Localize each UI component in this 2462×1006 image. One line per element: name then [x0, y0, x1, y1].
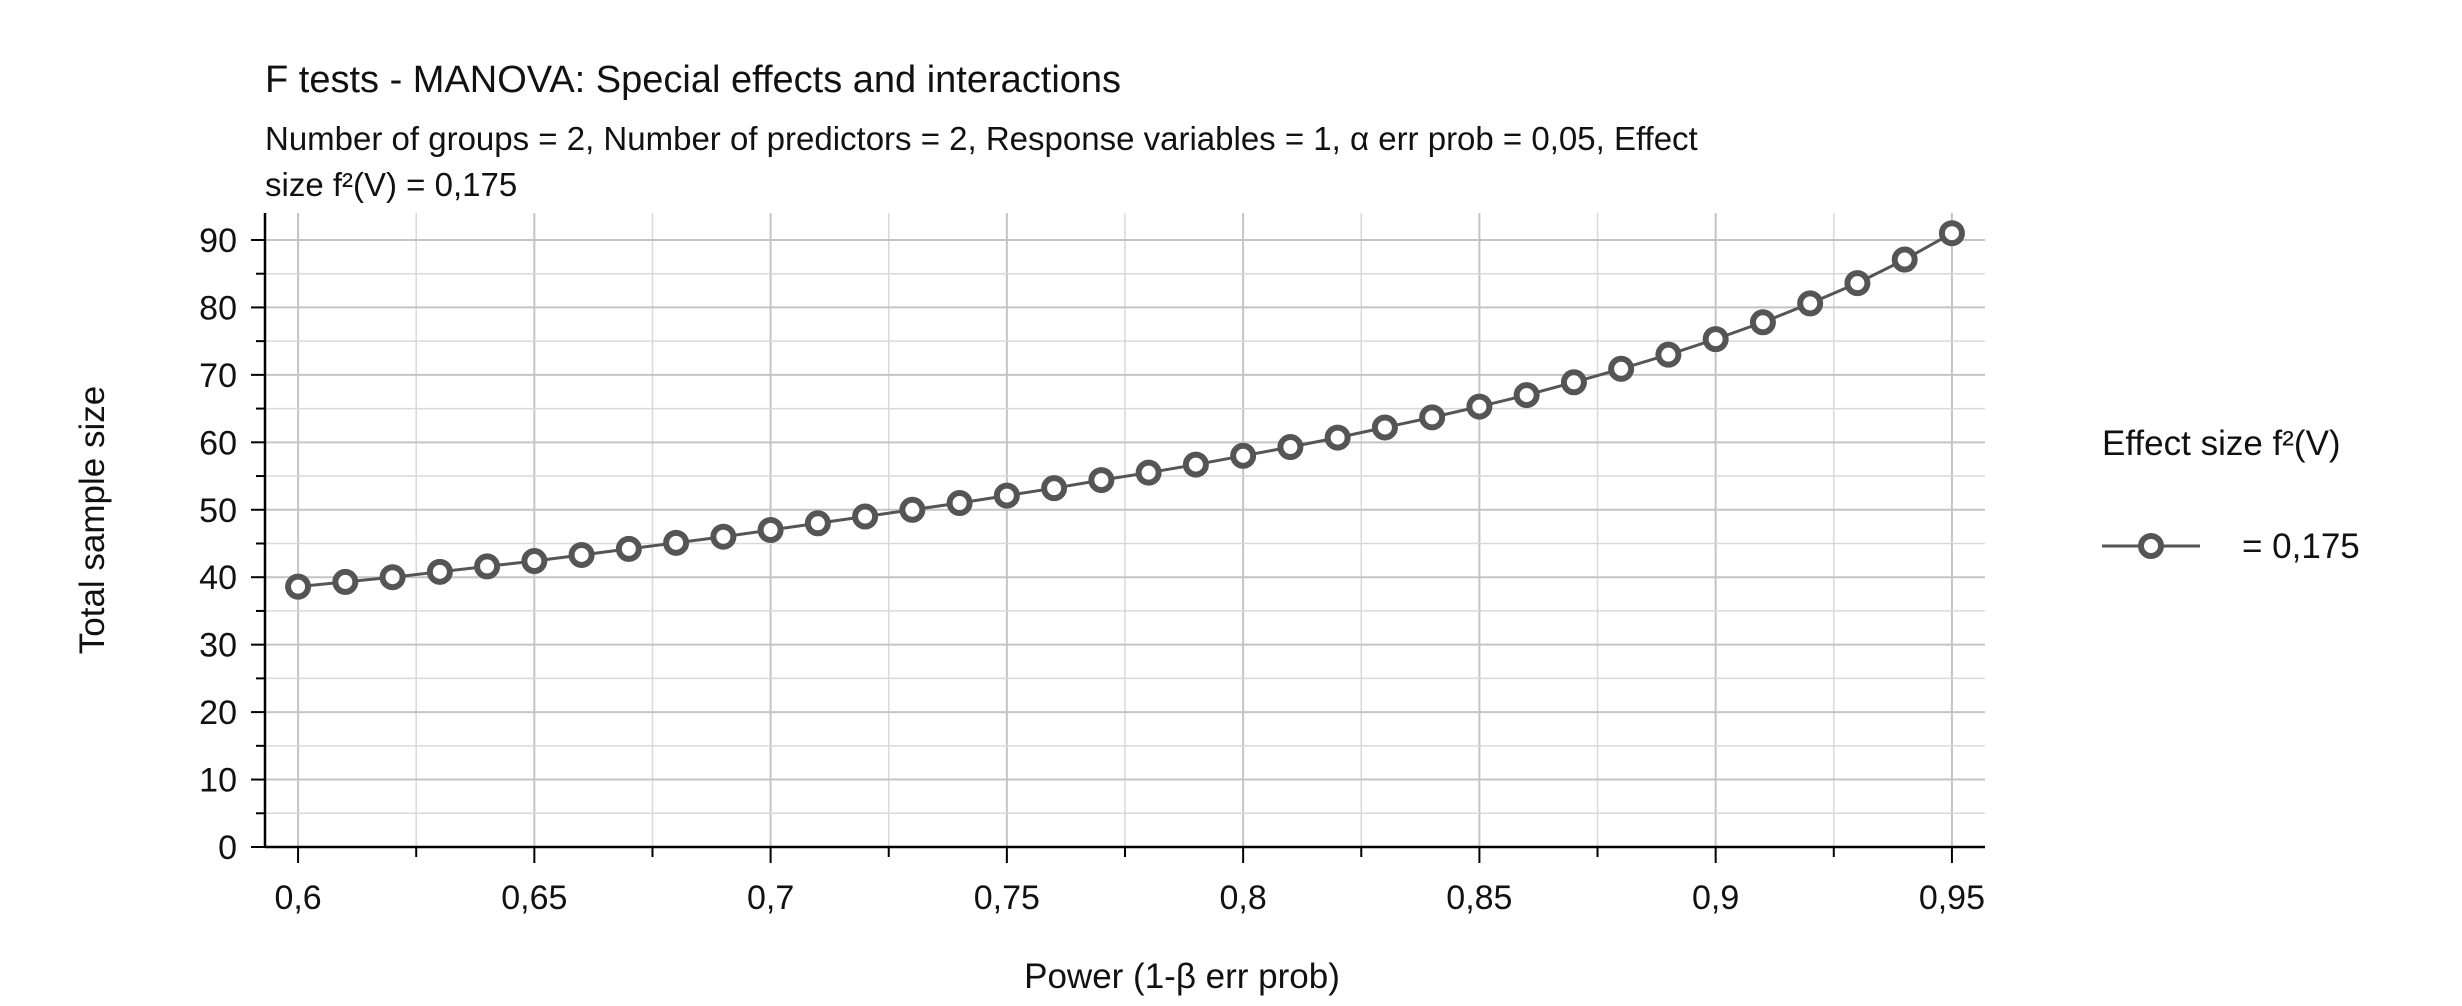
data-point — [379, 564, 406, 591]
y-tick-label: 80 — [199, 289, 237, 327]
axes — [251, 213, 1985, 863]
data-point — [332, 568, 359, 595]
y-tick-label: 10 — [199, 762, 237, 800]
x-tick-label: 0,6 — [274, 879, 321, 917]
x-tick-label: 0,7 — [747, 879, 794, 917]
chart-title: F tests - MANOVA: Special effects and in… — [265, 59, 1121, 101]
y-tick-label: 30 — [199, 627, 237, 665]
legend: Effect size f²(V) = 0,175 — [2102, 424, 2360, 566]
x-tick-labels: 0,6 0,65 0,7 0,75 0,8 0,85 0,9 0,95 — [274, 879, 1985, 917]
y-tick-label: 90 — [199, 222, 237, 260]
y-tick-label: 50 — [199, 492, 237, 530]
data-point — [1230, 442, 1257, 469]
data-point — [1182, 451, 1209, 478]
data-point — [993, 482, 1020, 509]
x-tick-label: 0,75 — [974, 879, 1040, 917]
x-axis-label: Power (1-β err prob) — [1024, 957, 1340, 996]
y-tick-label: 20 — [199, 694, 237, 732]
data-point — [1938, 220, 1965, 247]
x-tick-label: 0,8 — [1219, 879, 1266, 917]
data-point — [1419, 404, 1446, 431]
series-layer — [285, 220, 1965, 600]
data-point — [521, 548, 548, 575]
data-point — [1371, 414, 1398, 441]
data-point — [568, 541, 595, 568]
data-point — [946, 490, 973, 517]
y-tick-label: 70 — [199, 357, 237, 395]
y-tick-label: 40 — [199, 559, 237, 597]
data-point — [1466, 393, 1493, 420]
data-point — [1513, 382, 1540, 409]
x-tick-label: 0,95 — [1919, 879, 1985, 917]
data-point — [1702, 326, 1729, 353]
legend-label: = 0,175 — [2242, 527, 2360, 566]
data-point — [1324, 424, 1351, 451]
chart-subtitle-line-1: Number of groups = 2, Number of predicto… — [265, 120, 1698, 157]
data-point — [1749, 309, 1776, 336]
data-point — [1797, 290, 1824, 317]
legend-title: Effect size f²(V) — [2102, 424, 2341, 463]
data-point — [1655, 341, 1682, 368]
legend-marker — [2138, 533, 2164, 559]
data-point — [804, 510, 831, 537]
data-point — [1088, 467, 1115, 494]
data-point — [1277, 434, 1304, 461]
y-tick-label: 0 — [218, 829, 237, 867]
y-tick-labels: 0 10 20 30 40 50 60 70 80 90 — [199, 222, 237, 867]
chart-subtitle-line-2: size f²(V) = 0,175 — [265, 166, 517, 203]
y-tick-label: 60 — [199, 424, 237, 462]
data-point — [1041, 475, 1068, 502]
data-point — [1560, 369, 1587, 396]
data-point — [615, 535, 642, 562]
data-point — [852, 503, 879, 530]
x-tick-label: 0,65 — [501, 879, 567, 917]
data-point — [1608, 355, 1635, 382]
data-point — [285, 573, 312, 600]
data-point — [710, 523, 737, 550]
data-point — [1844, 270, 1871, 297]
data-point — [757, 517, 784, 543]
x-tick-label: 0,85 — [1446, 879, 1512, 917]
x-tick-label: 0,9 — [1692, 879, 1739, 917]
grid — [265, 213, 1985, 848]
data-point — [899, 496, 926, 523]
y-axis-label: Total sample size — [73, 386, 112, 654]
data-point — [1891, 246, 1918, 273]
data-point — [1135, 459, 1162, 486]
data-point — [474, 553, 501, 580]
data-point — [426, 558, 453, 585]
data-point — [663, 529, 690, 556]
